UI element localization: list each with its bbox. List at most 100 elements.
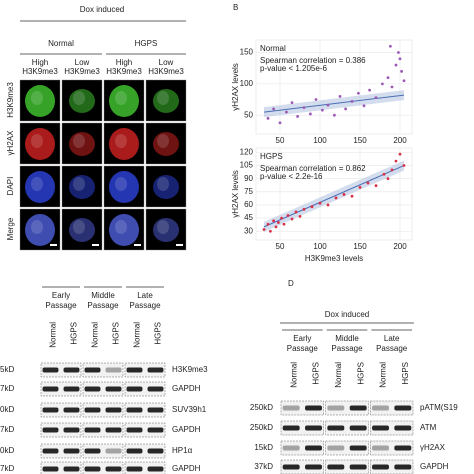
band <box>394 405 412 411</box>
protein-label: γH2AX <box>420 443 446 452</box>
passage-label: Passage <box>45 301 77 310</box>
blot-frame <box>124 402 166 418</box>
nucleus-texture <box>31 134 43 148</box>
band <box>105 466 122 472</box>
scale-bar <box>92 244 99 246</box>
band <box>372 445 389 451</box>
column-label: High <box>116 58 132 67</box>
band <box>282 425 300 431</box>
point <box>398 57 402 61</box>
band <box>394 445 412 451</box>
row-label: γH2AX <box>6 130 15 156</box>
y-tick-label: 105 <box>240 161 254 170</box>
lane-label: HGPS <box>154 322 163 345</box>
point <box>374 184 378 188</box>
blot-frame <box>280 440 324 456</box>
band <box>42 427 59 433</box>
protein-label: ATM <box>420 423 437 432</box>
y-tick-label: 75 <box>244 187 253 196</box>
x-tick-label: 100 <box>313 242 327 251</box>
chart-title: Normal <box>260 44 286 53</box>
nucleus <box>25 85 55 117</box>
lane-label: HGPS <box>112 322 121 345</box>
point <box>290 101 294 105</box>
band <box>63 367 80 373</box>
band <box>282 405 300 411</box>
micrograph <box>61 79 103 122</box>
protein-label: HP1α <box>172 446 193 455</box>
kd-label: 250kD <box>250 403 273 412</box>
band <box>305 405 322 411</box>
kd-label: 7kD <box>0 384 14 393</box>
band <box>147 367 164 373</box>
nucleus <box>69 175 95 199</box>
blot-frame <box>82 381 124 397</box>
point <box>362 104 366 108</box>
nucleus <box>153 132 179 156</box>
x-tick-label: 150 <box>353 242 367 251</box>
panel-label: D <box>288 279 294 288</box>
blot-frame <box>370 400 414 416</box>
point <box>302 207 306 211</box>
protein-label: GAPDH <box>172 464 201 473</box>
y-tick-label: 45 <box>244 213 253 222</box>
band <box>105 448 122 454</box>
lane-label: HGPS <box>401 362 410 385</box>
x-tick-label: 150 <box>353 136 367 145</box>
band <box>394 425 412 431</box>
point <box>368 88 371 92</box>
band <box>372 464 389 470</box>
band <box>105 407 122 413</box>
point <box>350 194 354 198</box>
group-label: Normal <box>48 39 74 48</box>
point <box>318 201 322 205</box>
column-label: Low <box>75 58 90 67</box>
band <box>147 427 164 433</box>
band <box>105 367 122 373</box>
band <box>349 425 367 431</box>
point <box>366 181 370 185</box>
band <box>305 464 322 470</box>
point <box>402 164 406 167</box>
band <box>327 464 345 470</box>
lane-label: HGPS <box>356 362 365 385</box>
nucleus-texture <box>115 134 127 148</box>
point <box>397 51 400 54</box>
y-tick-label: 60 <box>244 200 253 209</box>
passage-label: Passage <box>376 344 408 353</box>
x-tick-label: 200 <box>393 242 407 251</box>
blot-frame <box>280 459 324 474</box>
y-tick-label: 120 <box>240 147 254 156</box>
point <box>381 82 384 86</box>
y-tick-label: 30 <box>244 226 253 235</box>
y-tick-label: 90 <box>244 174 253 183</box>
point <box>350 100 354 103</box>
point <box>386 76 390 79</box>
blot-frame <box>124 422 166 438</box>
band <box>349 405 367 411</box>
band <box>105 427 122 433</box>
point <box>342 193 346 196</box>
protein-label: GAPDH <box>172 425 201 434</box>
x-tick-label: 100 <box>313 136 327 145</box>
band <box>126 367 143 373</box>
y-tick-label: 50 <box>244 110 253 119</box>
column-label: H3K9me3 <box>22 67 58 76</box>
band <box>305 425 322 431</box>
point <box>389 44 392 48</box>
passage-label: Passage <box>287 344 319 353</box>
blot-frame <box>82 443 124 459</box>
nucleus-texture <box>115 220 127 234</box>
point <box>272 219 275 223</box>
band <box>349 464 367 470</box>
protein-label: H3K9me3 <box>172 365 208 374</box>
point <box>285 110 288 114</box>
nucleus <box>25 171 55 203</box>
kd-label: 0kD <box>0 446 14 455</box>
passage-label: Passage <box>87 301 119 310</box>
blot-frame <box>280 400 324 416</box>
band <box>84 427 101 433</box>
nucleus-texture <box>73 220 85 234</box>
band <box>63 466 80 472</box>
band <box>42 466 59 472</box>
